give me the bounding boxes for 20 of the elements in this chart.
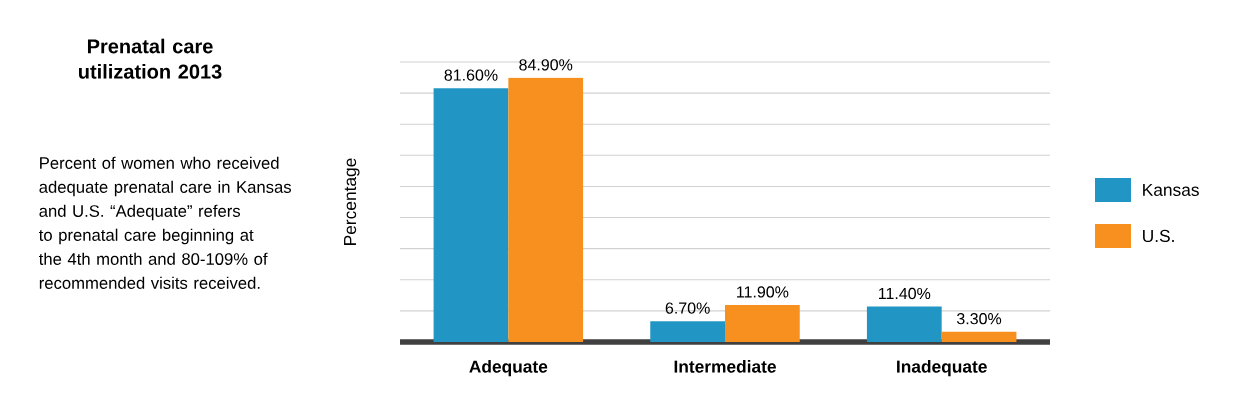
bar bbox=[941, 331, 1017, 342]
x-tick-label: Adequate bbox=[469, 360, 548, 377]
data-label: 11.40% bbox=[878, 287, 931, 300]
legend-label: Kansas bbox=[1143, 183, 1199, 197]
data-label: 11.90% bbox=[737, 286, 789, 298]
x-tick-label: Intermediate bbox=[674, 360, 776, 373]
data-label: 81.60% bbox=[444, 69, 498, 81]
x-tick-label: Inadequate bbox=[897, 360, 987, 377]
y-axis-title: Percentage bbox=[344, 158, 360, 245]
bar bbox=[725, 304, 800, 342]
data-label: 6.70% bbox=[665, 302, 710, 314]
bar bbox=[508, 77, 584, 342]
data-label: 3.30% bbox=[956, 313, 1002, 325]
bar bbox=[433, 88, 509, 342]
text: Prenatal care utilization 2013 bbox=[79, 38, 222, 79]
bar bbox=[866, 306, 942, 342]
text: Percent of women who received adequate prenatal care in Kansas and U.S. “Adequate” refers to prenatal care beginning at the 4th month and 80-109% of recommended visits received. bbox=[38, 156, 292, 289]
data-label: 84.90% bbox=[519, 59, 573, 71]
bar bbox=[650, 321, 725, 342]
legend-label: U.S. bbox=[1143, 229, 1174, 243]
